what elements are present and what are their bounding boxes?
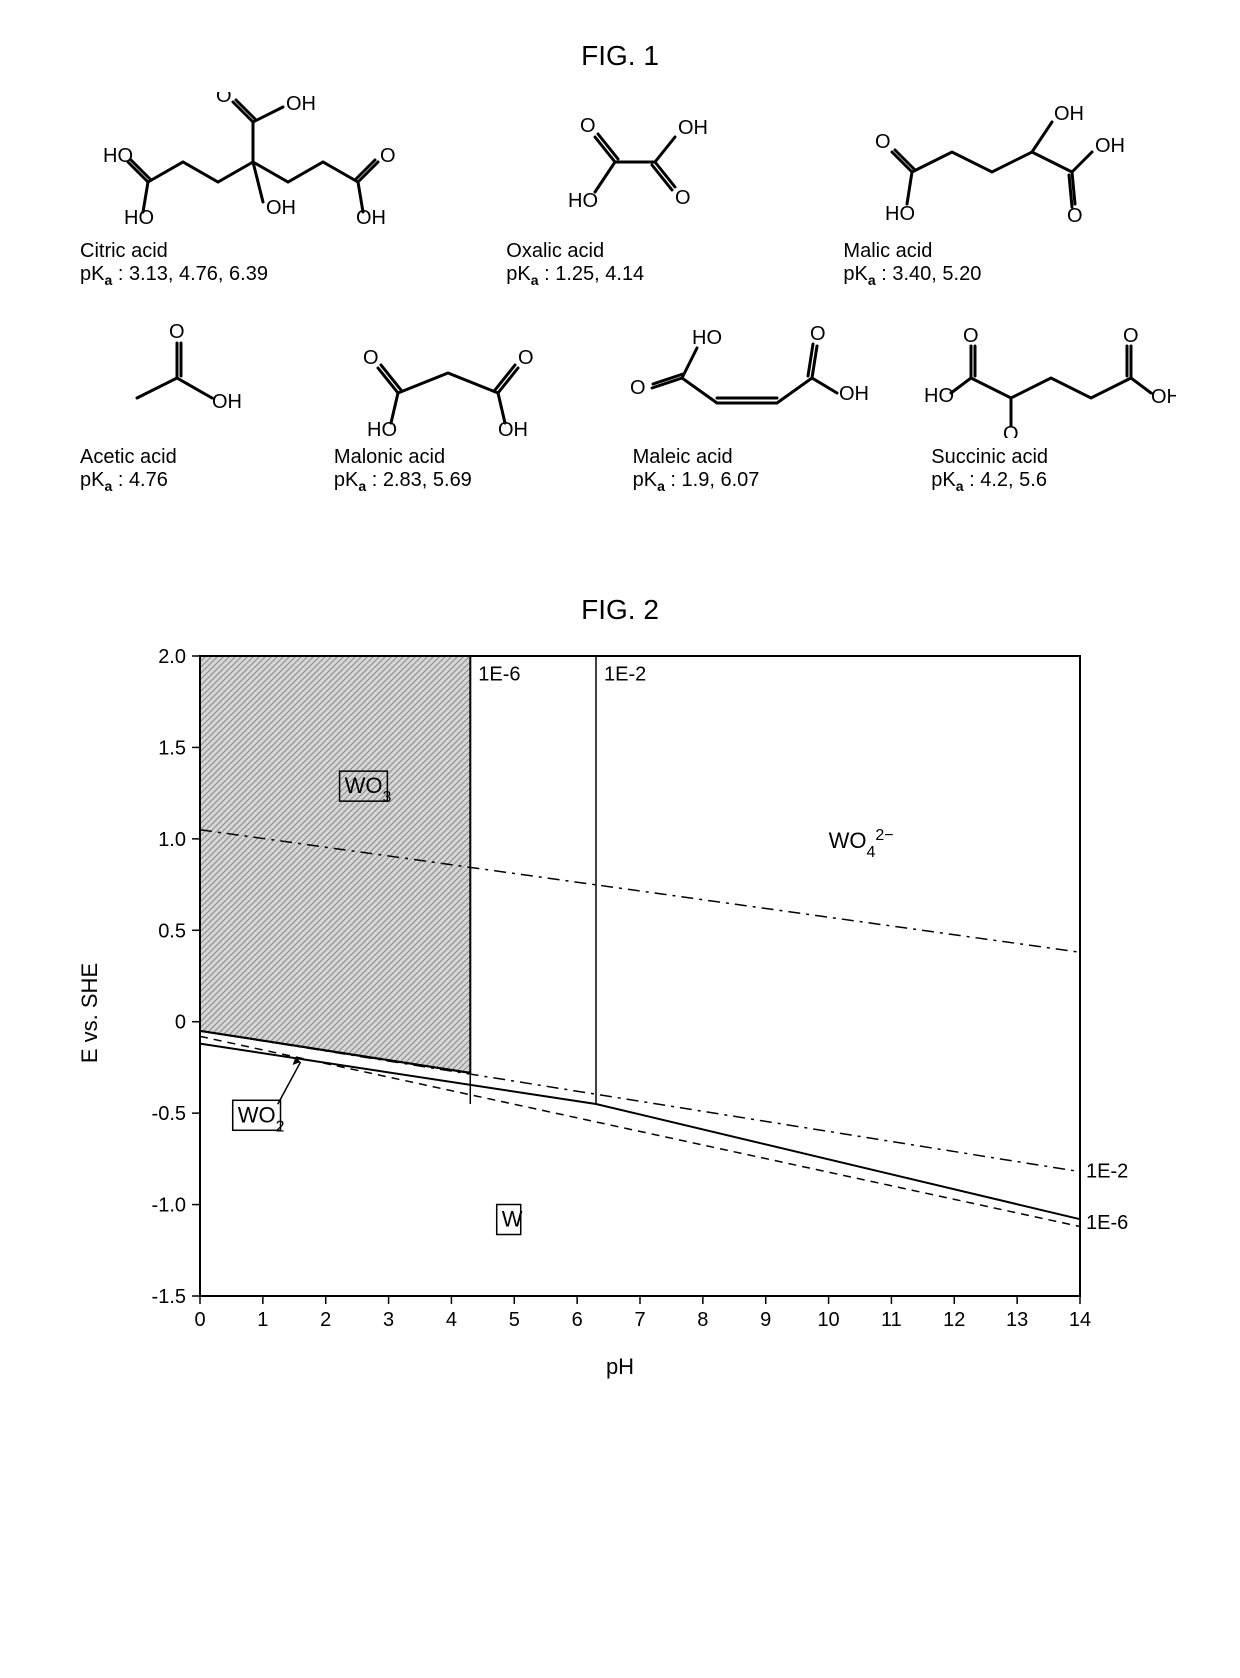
svg-text:W: W: [502, 1207, 523, 1232]
citric-pka: pKa : 3.13, 4.76, 6.39: [80, 263, 446, 288]
svg-text:6: 6: [572, 1309, 583, 1331]
svg-text:13: 13: [1006, 1309, 1028, 1331]
svg-text:OH: OH: [266, 197, 296, 219]
malic-name: Malic acid: [843, 240, 1180, 263]
acetic-structure: O OH: [97, 318, 247, 438]
acetic-pka: pKa : 4.76: [80, 469, 284, 494]
svg-text:O: O: [1123, 325, 1139, 347]
svg-text:O: O: [1067, 205, 1083, 227]
fig1-row1: HO HO O OH OH O OH Citric acid pKa : 3.1…: [60, 92, 1180, 288]
svg-text:2: 2: [320, 1309, 331, 1331]
maleic-structure: O HO OH O: [622, 318, 872, 438]
svg-text:10: 10: [817, 1309, 839, 1331]
svg-text:HO: HO: [924, 385, 954, 407]
svg-text:1E-6: 1E-6: [1086, 1212, 1128, 1234]
compound-succinic: HO O O O OH Succinic acid pKa : 4.2, 5.6: [911, 318, 1180, 494]
svg-text:O: O: [1003, 423, 1019, 438]
compound-citric: HO HO O OH OH O OH Citric acid pKa : 3.1…: [60, 92, 446, 288]
fig2-title: FIG. 2: [60, 594, 1180, 626]
fig2-wrap: E vs. SHE 01234567891011121314-1.5-1.0-0…: [120, 646, 1120, 1380]
maleic-name: Maleic acid: [633, 446, 882, 469]
svg-text:O: O: [630, 377, 646, 399]
svg-text:O: O: [363, 347, 379, 369]
oxalic-name: Oxalic acid: [506, 240, 783, 263]
svg-text:5: 5: [509, 1309, 520, 1331]
svg-text:3: 3: [383, 1309, 394, 1331]
succinic-structure: HO O O O OH: [916, 318, 1176, 438]
svg-text:0: 0: [175, 1012, 186, 1034]
malic-structure: O HO OH OH O: [857, 92, 1147, 232]
succinic-name: Succinic acid: [931, 446, 1180, 469]
fig1-title: FIG. 1: [60, 40, 1180, 72]
svg-text:4: 4: [446, 1309, 457, 1331]
svg-text:1E-6: 1E-6: [478, 663, 520, 685]
fig1-row2: O OH Acetic acid pKa : 4.76 O HO O OH: [60, 318, 1180, 494]
svg-text:12: 12: [943, 1309, 965, 1331]
svg-text:O: O: [810, 323, 826, 345]
citric-structure: HO HO O OH OH O OH: [98, 92, 408, 232]
malonic-pka: pKa : 2.83, 5.69: [334, 469, 583, 494]
svg-text:OH: OH: [1095, 135, 1125, 157]
svg-text:OH: OH: [1151, 386, 1176, 408]
fig2-ylabel: E vs. SHE: [77, 963, 103, 1063]
malonic-name: Malonic acid: [334, 446, 583, 469]
svg-text:HO: HO: [124, 207, 154, 229]
svg-text:HO: HO: [885, 203, 915, 225]
malonic-structure: O HO O OH: [333, 318, 563, 438]
svg-text:OH: OH: [1054, 103, 1084, 125]
svg-text:OH: OH: [356, 207, 386, 229]
svg-text:O: O: [216, 92, 232, 107]
succinic-pka: pKa : 4.2, 5.6: [931, 469, 1180, 494]
svg-text:-1.5: -1.5: [152, 1286, 186, 1308]
svg-text:OH: OH: [212, 391, 242, 413]
compound-oxalic: O HO O OH Oxalic acid pKa : 1.25, 4.14: [486, 92, 783, 288]
svg-text:OH: OH: [286, 93, 316, 115]
svg-text:HO: HO: [692, 327, 722, 349]
svg-text:14: 14: [1069, 1309, 1091, 1331]
svg-text:1E-2: 1E-2: [604, 663, 646, 685]
svg-text:2.0: 2.0: [158, 646, 186, 668]
svg-text:11: 11: [881, 1309, 902, 1331]
svg-text:O: O: [580, 115, 596, 137]
svg-text:WO42−: WO42−: [829, 827, 894, 861]
compound-malic: O HO OH OH O Malic acid pKa : 3.40, 5.20: [823, 92, 1180, 288]
pourbaix-chart: 01234567891011121314-1.5-1.0-0.500.51.01…: [120, 646, 1150, 1346]
svg-text:1.5: 1.5: [158, 737, 186, 759]
svg-text:1E-2: 1E-2: [1086, 1161, 1128, 1183]
svg-text:O: O: [169, 321, 185, 343]
malic-pka: pKa : 3.40, 5.20: [843, 263, 1180, 288]
svg-text:OH: OH: [678, 117, 708, 139]
compound-malonic: O HO O OH Malonic acid pKa : 2.83, 5.69: [314, 318, 583, 494]
svg-text:-0.5: -0.5: [152, 1103, 186, 1125]
svg-text:8: 8: [697, 1309, 708, 1331]
svg-text:OH: OH: [839, 383, 869, 405]
svg-text:HO: HO: [103, 145, 133, 167]
svg-text:1: 1: [257, 1309, 268, 1331]
acetic-name: Acetic acid: [80, 446, 284, 469]
svg-text:HO: HO: [568, 190, 598, 212]
svg-text:0: 0: [194, 1309, 205, 1331]
svg-text:O: O: [380, 145, 396, 167]
compound-acetic: O OH Acetic acid pKa : 4.76: [60, 318, 284, 494]
oxalic-structure: O HO O OH: [535, 92, 735, 232]
svg-text:O: O: [963, 325, 979, 347]
maleic-pka: pKa : 1.9, 6.07: [633, 469, 882, 494]
oxalic-pka: pKa : 1.25, 4.14: [506, 263, 783, 288]
compound-maleic: O HO OH O Maleic acid pKa : 1.9, 6.07: [613, 318, 882, 494]
svg-text:HO: HO: [367, 419, 397, 438]
svg-text:0.5: 0.5: [158, 920, 186, 942]
svg-text:9: 9: [760, 1309, 771, 1331]
svg-text:OH: OH: [498, 419, 528, 438]
svg-text:O: O: [675, 187, 691, 209]
svg-text:1.0: 1.0: [158, 829, 186, 851]
svg-text:O: O: [518, 347, 534, 369]
svg-text:-1.0: -1.0: [152, 1195, 186, 1217]
svg-text:7: 7: [634, 1309, 645, 1331]
svg-text:O: O: [875, 131, 891, 153]
fig2-xlabel: pH: [120, 1354, 1120, 1380]
citric-name: Citric acid: [80, 240, 446, 263]
